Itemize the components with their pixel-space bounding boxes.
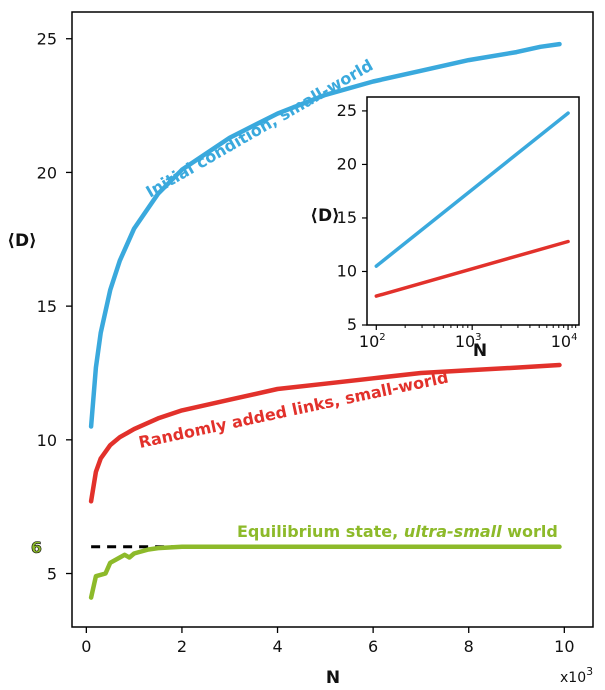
series-label-equilibrium-prefix: Equilibrium state, [237, 522, 404, 541]
x-tick-label: 2 [177, 637, 187, 656]
inset-y-tick-label: 5 [347, 315, 357, 334]
series-label-equilibrium-italic: ultra-small [404, 522, 502, 541]
inset-plot-frame [366, 96, 580, 326]
inset-y-axis-title: ⟨D⟩ [310, 206, 340, 226]
series-label-initial: Initial condition, small-world [143, 56, 377, 202]
x-multiplier-base: x10 [560, 670, 586, 686]
inset-x-tick-exp: 2 [379, 332, 385, 343]
y-tick-label: 20 [37, 163, 57, 182]
inset-y-tick-label: 15 [337, 208, 357, 227]
series-line-random-links [88, 362, 562, 504]
x-multiplier-exp: 3 [586, 665, 593, 678]
x-tick-label: 6 [368, 637, 378, 656]
inset-series-line-random [374, 239, 570, 298]
inset-y-tick-label: 10 [337, 261, 357, 280]
inset-series-line-initial [374, 111, 570, 268]
inset-x-tick-label: 103 [455, 332, 482, 351]
y-tick-label: 25 [37, 30, 57, 49]
inset-y-tick-label: 25 [337, 101, 357, 120]
x-tick-label: 8 [464, 637, 474, 656]
inset-x-tick-label: 102 [359, 332, 386, 351]
inset-x-axis-title: N [473, 341, 487, 361]
series-label-equilibrium: Equilibrium state, ultra-small world [237, 522, 558, 541]
inset-series [374, 111, 570, 298]
inset-y-tick-label: 20 [337, 154, 357, 173]
series-label-equilibrium-suffix: world [502, 522, 558, 541]
inset-x-tick-exp: 4 [571, 332, 577, 343]
x-tick-label: 0 [81, 637, 91, 656]
x-axis-title: N [326, 668, 340, 688]
x-tick-label: 10 [554, 637, 574, 656]
main-series [88, 41, 562, 600]
inset-x-tick-base: 10 [455, 332, 475, 351]
y-tick-label: 15 [37, 297, 57, 316]
y-tick-label: 10 [37, 431, 57, 450]
inset-x-tick-base: 10 [359, 332, 379, 351]
y-axis-title: ⟨D⟩ [7, 231, 37, 251]
inset-x-tick-base: 10 [551, 332, 571, 351]
x-tick-label: 4 [272, 637, 282, 656]
main-plot-frame [71, 11, 594, 628]
series-line-initial-condition [88, 41, 562, 429]
y-tick-label-highlight: 6 [31, 538, 42, 557]
inset-x-tick-label: 104 [551, 332, 578, 351]
series-line-equilibrium [88, 544, 562, 600]
inset-x-tick-exp: 3 [475, 332, 481, 343]
x-multiplier: x103 [560, 665, 593, 686]
y-tick-label: 5 [47, 565, 57, 584]
